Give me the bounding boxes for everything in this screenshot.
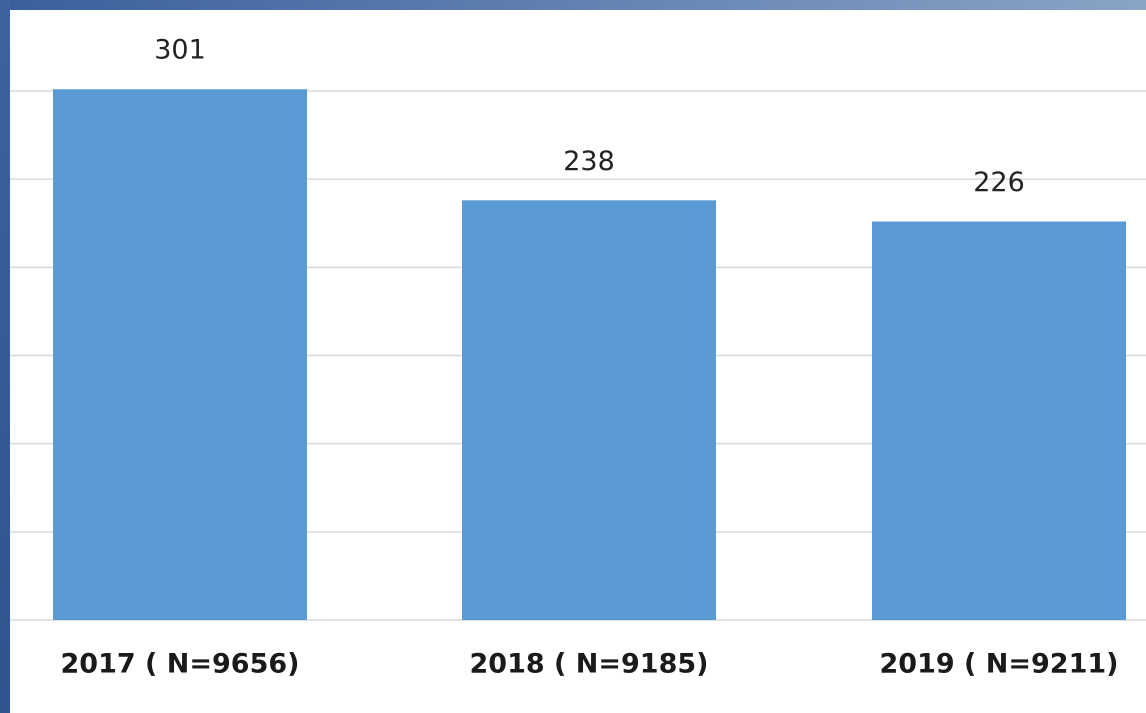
frame-top	[0, 0, 1146, 10]
bar	[53, 89, 307, 620]
x-tick-label: 2019 ( N=9211)	[880, 649, 1119, 680]
x-tick-label: 2018 ( N=9185)	[470, 649, 709, 680]
frame-left	[0, 0, 10, 713]
data-label: 301	[154, 35, 206, 66]
data-label: 238	[563, 146, 615, 177]
x-tick-label: 2017 ( N=9656)	[61, 649, 300, 680]
bar	[872, 221, 1126, 620]
bar	[462, 200, 716, 620]
data-label: 226	[973, 167, 1025, 198]
